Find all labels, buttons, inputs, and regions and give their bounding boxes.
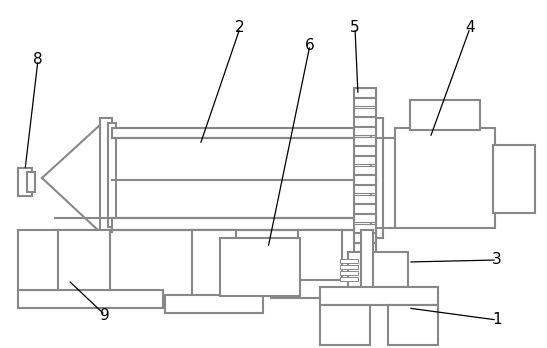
- Bar: [18, 290, 163, 308]
- Bar: [27, 172, 35, 192]
- Bar: [354, 118, 376, 126]
- Bar: [354, 98, 376, 106]
- Text: 3: 3: [492, 253, 502, 268]
- Bar: [271, 280, 369, 298]
- Bar: [493, 145, 535, 213]
- Bar: [340, 271, 358, 275]
- Bar: [340, 277, 358, 281]
- Bar: [348, 252, 408, 287]
- Text: 6: 6: [305, 38, 315, 53]
- Text: 2: 2: [235, 21, 245, 35]
- Bar: [18, 230, 58, 290]
- Bar: [320, 287, 438, 305]
- Bar: [388, 305, 438, 345]
- Bar: [18, 168, 32, 196]
- Bar: [112, 218, 376, 230]
- Text: 9: 9: [100, 308, 110, 323]
- Bar: [354, 253, 376, 261]
- Bar: [354, 224, 376, 232]
- Bar: [354, 156, 376, 164]
- Bar: [354, 243, 376, 251]
- Bar: [410, 100, 480, 130]
- Bar: [100, 118, 112, 232]
- Bar: [192, 230, 236, 310]
- Bar: [354, 175, 376, 184]
- Bar: [354, 127, 376, 135]
- Bar: [354, 234, 376, 242]
- Bar: [354, 166, 376, 174]
- Bar: [112, 128, 376, 138]
- Bar: [354, 185, 376, 193]
- Text: 1: 1: [492, 313, 502, 327]
- Text: 8: 8: [33, 53, 43, 68]
- Bar: [354, 108, 376, 116]
- Bar: [340, 259, 358, 263]
- Bar: [361, 230, 373, 288]
- Bar: [165, 295, 263, 313]
- Bar: [354, 88, 376, 262]
- Bar: [220, 238, 300, 296]
- Bar: [298, 230, 342, 295]
- Bar: [55, 230, 110, 305]
- Bar: [340, 265, 358, 269]
- Bar: [371, 118, 383, 238]
- Bar: [354, 88, 376, 97]
- Bar: [354, 137, 376, 145]
- Bar: [108, 123, 116, 227]
- Bar: [354, 147, 376, 155]
- Text: 4: 4: [465, 21, 475, 35]
- Text: 5: 5: [350, 21, 360, 35]
- Bar: [354, 214, 376, 222]
- Bar: [320, 305, 370, 345]
- Bar: [395, 128, 495, 228]
- Bar: [354, 205, 376, 213]
- Bar: [354, 195, 376, 203]
